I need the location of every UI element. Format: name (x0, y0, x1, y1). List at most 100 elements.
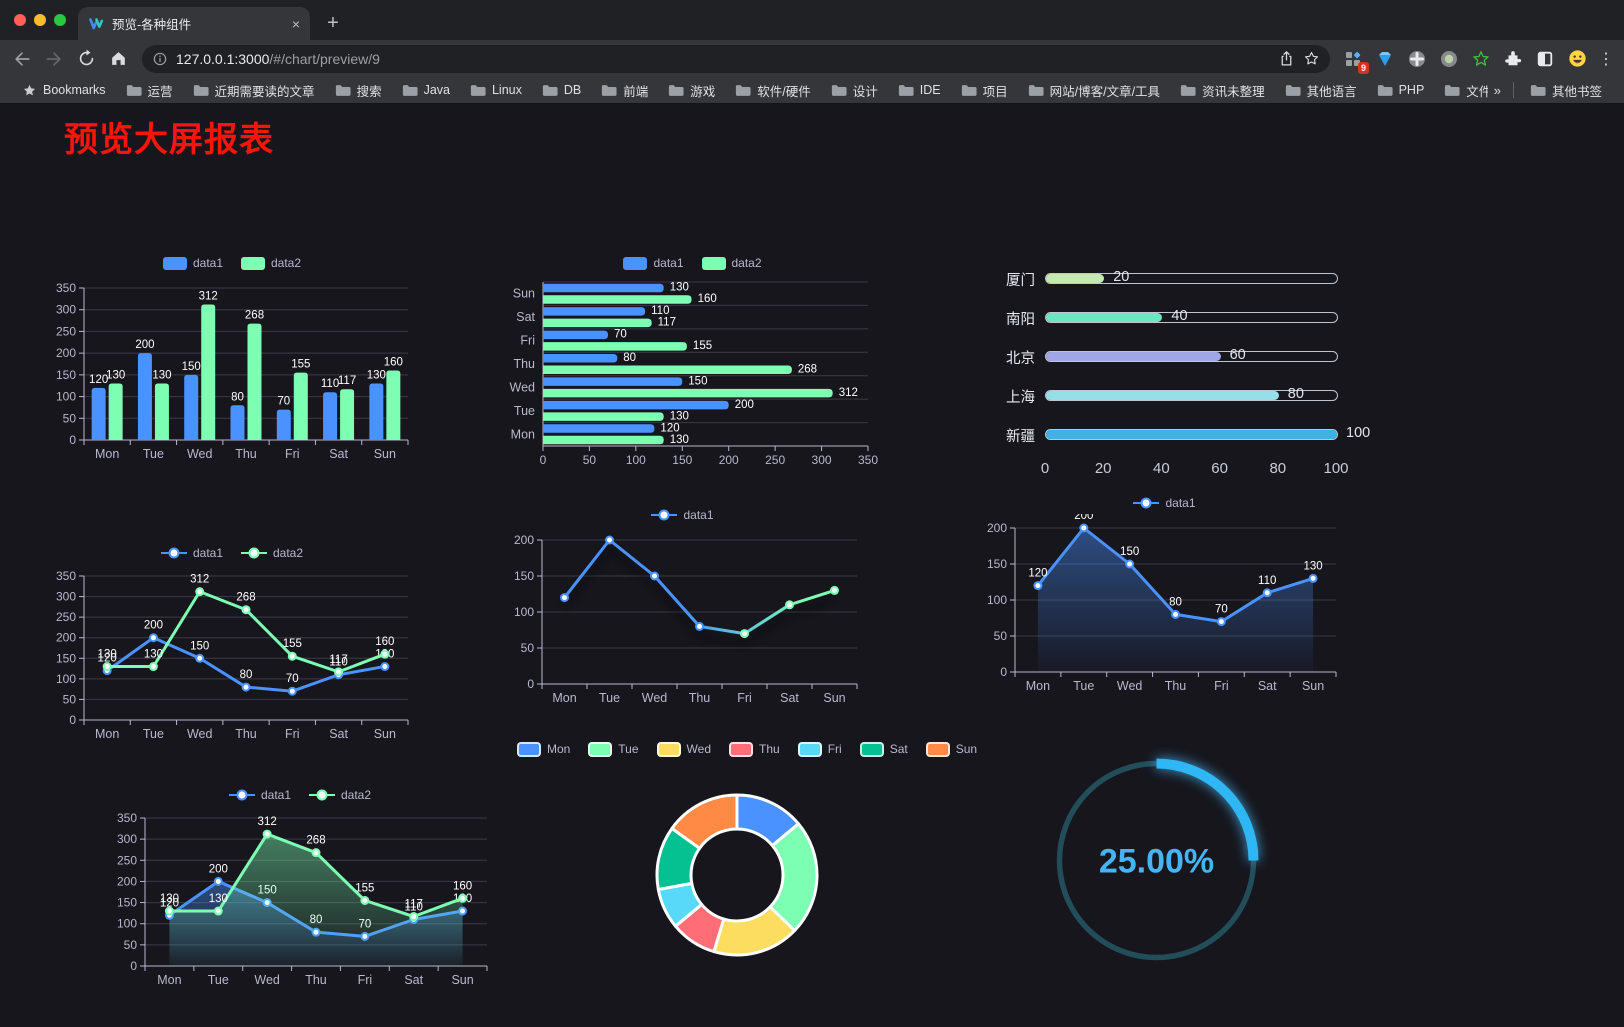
bar[interactable] (230, 405, 245, 440)
data-point[interactable] (334, 667, 344, 677)
site-info-icon[interactable] (152, 51, 168, 67)
bookmark-folder[interactable]: IDE (888, 81, 951, 100)
data-point[interactable] (740, 629, 749, 639)
browser-tab[interactable]: 预览-各种组件 × (78, 7, 310, 40)
bar[interactable] (543, 354, 618, 363)
bar[interactable] (543, 295, 692, 304)
legend-item[interactable]: Tue (588, 741, 639, 757)
chart-canvas[interactable]: 0 50 100 150 200 250 300 350 Mon Tue Wed Thu Fri Sat S… (105, 806, 495, 992)
bar[interactable] (201, 304, 216, 440)
data-point[interactable] (241, 605, 251, 615)
bar[interactable] (543, 377, 683, 386)
legend-item[interactable]: data1 (1133, 496, 1196, 510)
chart-canvas[interactable]: 0 50 100 150 200 250 300 350 Sun Sat Fri Thu Wed Tue M… (505, 274, 880, 474)
data-point[interactable] (605, 535, 614, 545)
data-point[interactable] (164, 906, 174, 916)
new-tab-button[interactable]: + (327, 11, 339, 34)
forward-button[interactable] (40, 45, 68, 73)
emoji-extension-icon[interactable] (1564, 46, 1590, 72)
data-point[interactable] (409, 912, 419, 922)
bar[interactable] (369, 383, 384, 440)
bar[interactable] (340, 389, 355, 440)
capsule-row[interactable]: 厦门 20 (985, 269, 1400, 289)
bar[interactable] (543, 400, 729, 410)
legend-item[interactable]: data1 (228, 788, 291, 802)
home-button[interactable] (104, 45, 132, 73)
extensions-puzzle-icon[interactable] (1500, 46, 1526, 72)
bar[interactable] (386, 370, 401, 440)
zoom-window-button[interactable] (54, 14, 66, 26)
bar[interactable] (137, 353, 152, 440)
bookmarks-root[interactable]: Bookmarks (12, 83, 116, 98)
bar[interactable] (543, 412, 664, 421)
chart-area-two[interactable]: data1 data2 0 50 100 150 200 250 300 350 Mon Tue Wed… (105, 784, 495, 992)
bar[interactable] (543, 424, 655, 433)
extension-star-icon[interactable] (1468, 46, 1494, 72)
legend-item[interactable]: Mon (516, 741, 570, 757)
bar[interactable] (543, 330, 608, 340)
bookmark-star-icon[interactable] (1303, 50, 1320, 67)
legend-item[interactable]: Thu (729, 741, 780, 757)
bookmark-folder[interactable]: 文件服务器 (1434, 81, 1488, 100)
chart-canvas[interactable]: 25.00% (1040, 744, 1273, 977)
bar[interactable] (293, 372, 308, 440)
bookmark-folder[interactable]: 运营 (116, 81, 183, 100)
chart-canvas[interactable]: 0 50 100 150 200 Mon Tue Wed Thu Fri Sat Sun 120 200 1… (985, 510, 1344, 698)
chart-donut[interactable]: Mon Tue Wed Thu Fri Sat Sun (516, 738, 977, 984)
data-point[interactable] (560, 593, 569, 603)
chart-bar-vertical[interactable]: data1 data2 0 50 100 150 200 250 300 350 Mon Tue Wed… (48, 252, 416, 466)
bookmark-folder[interactable]: 游戏 (658, 81, 725, 100)
bookmark-folder[interactable]: 其他语言 (1275, 81, 1367, 100)
legend-item[interactable]: data2 (241, 256, 301, 270)
bookmark-folder[interactable]: 近期需要读的文章 (183, 81, 325, 100)
bar[interactable] (543, 283, 664, 293)
legend-item[interactable]: data1 (160, 546, 223, 560)
data-point[interactable] (650, 571, 659, 581)
data-point[interactable] (1308, 573, 1318, 583)
data-point[interactable] (213, 906, 223, 916)
bookmarks-overflow-chevron[interactable]: » (1493, 82, 1501, 98)
chart-capsule-bars[interactable]: 厦门 20 南阳 40 北京 60 上海 80 新疆 100 0 20 40 60 80 100 (985, 254, 1400, 489)
bar[interactable] (543, 342, 687, 351)
bar[interactable] (543, 435, 664, 445)
bookmark-folder[interactable]: 前端 (591, 81, 658, 100)
chart-canvas[interactable] (552, 760, 942, 984)
extension-grid-icon[interactable]: 9 (1340, 46, 1369, 74)
data-point[interactable] (102, 662, 112, 672)
legend-item[interactable]: data1 (623, 256, 684, 270)
bar[interactable] (323, 392, 338, 440)
bar[interactable] (91, 387, 106, 440)
close-window-button[interactable] (14, 14, 26, 26)
data-point[interactable] (213, 876, 223, 886)
other-bookmarks[interactable]: 其他书签 (1520, 81, 1612, 100)
capsule-row[interactable]: 北京 60 (985, 347, 1400, 367)
data-point[interactable] (1125, 559, 1135, 569)
data-point[interactable] (360, 895, 370, 905)
extension-gem-icon[interactable] (1372, 46, 1398, 72)
bookmark-folder[interactable]: DB (532, 81, 591, 100)
chart-gauge[interactable]: 25.00% (1040, 744, 1273, 977)
legend-item[interactable]: Fri (797, 741, 842, 757)
browser-menu-icon[interactable]: ⋮ (1598, 50, 1614, 68)
legend-item[interactable]: Sat (859, 741, 908, 757)
chart-line-gradient[interactable]: data1 0 50 100 150 200 Mon Tue Wed Thu Fri Sat Sun (500, 504, 865, 712)
data-point[interactable] (1262, 588, 1272, 598)
data-point[interactable] (241, 682, 251, 692)
bookmark-folder[interactable]: Linux (460, 81, 532, 100)
legend-item[interactable]: Sun (925, 741, 977, 757)
bar[interactable] (184, 374, 199, 440)
chart-canvas[interactable]: 0 50 100 150 200 Mon Tue Wed Thu Fri Sat Sun (500, 526, 865, 712)
url-text[interactable]: 127.0.0.1:3000/#/chart/preview/9 (176, 50, 380, 67)
data-point[interactable] (311, 848, 321, 858)
bar[interactable] (276, 409, 291, 440)
bar[interactable] (247, 323, 262, 440)
bookmark-folder[interactable]: 设计 (821, 81, 888, 100)
data-point[interactable] (458, 893, 468, 903)
extension-dot-icon[interactable] (1436, 46, 1462, 72)
legend-item[interactable]: Wed (656, 741, 711, 757)
data-point[interactable] (1216, 617, 1226, 627)
bookmark-folder[interactable]: 资讯未整理 (1170, 81, 1275, 100)
bar[interactable] (154, 383, 169, 440)
bar[interactable] (108, 383, 123, 440)
bookmark-folder[interactable]: 软件/硬件 (725, 81, 820, 100)
